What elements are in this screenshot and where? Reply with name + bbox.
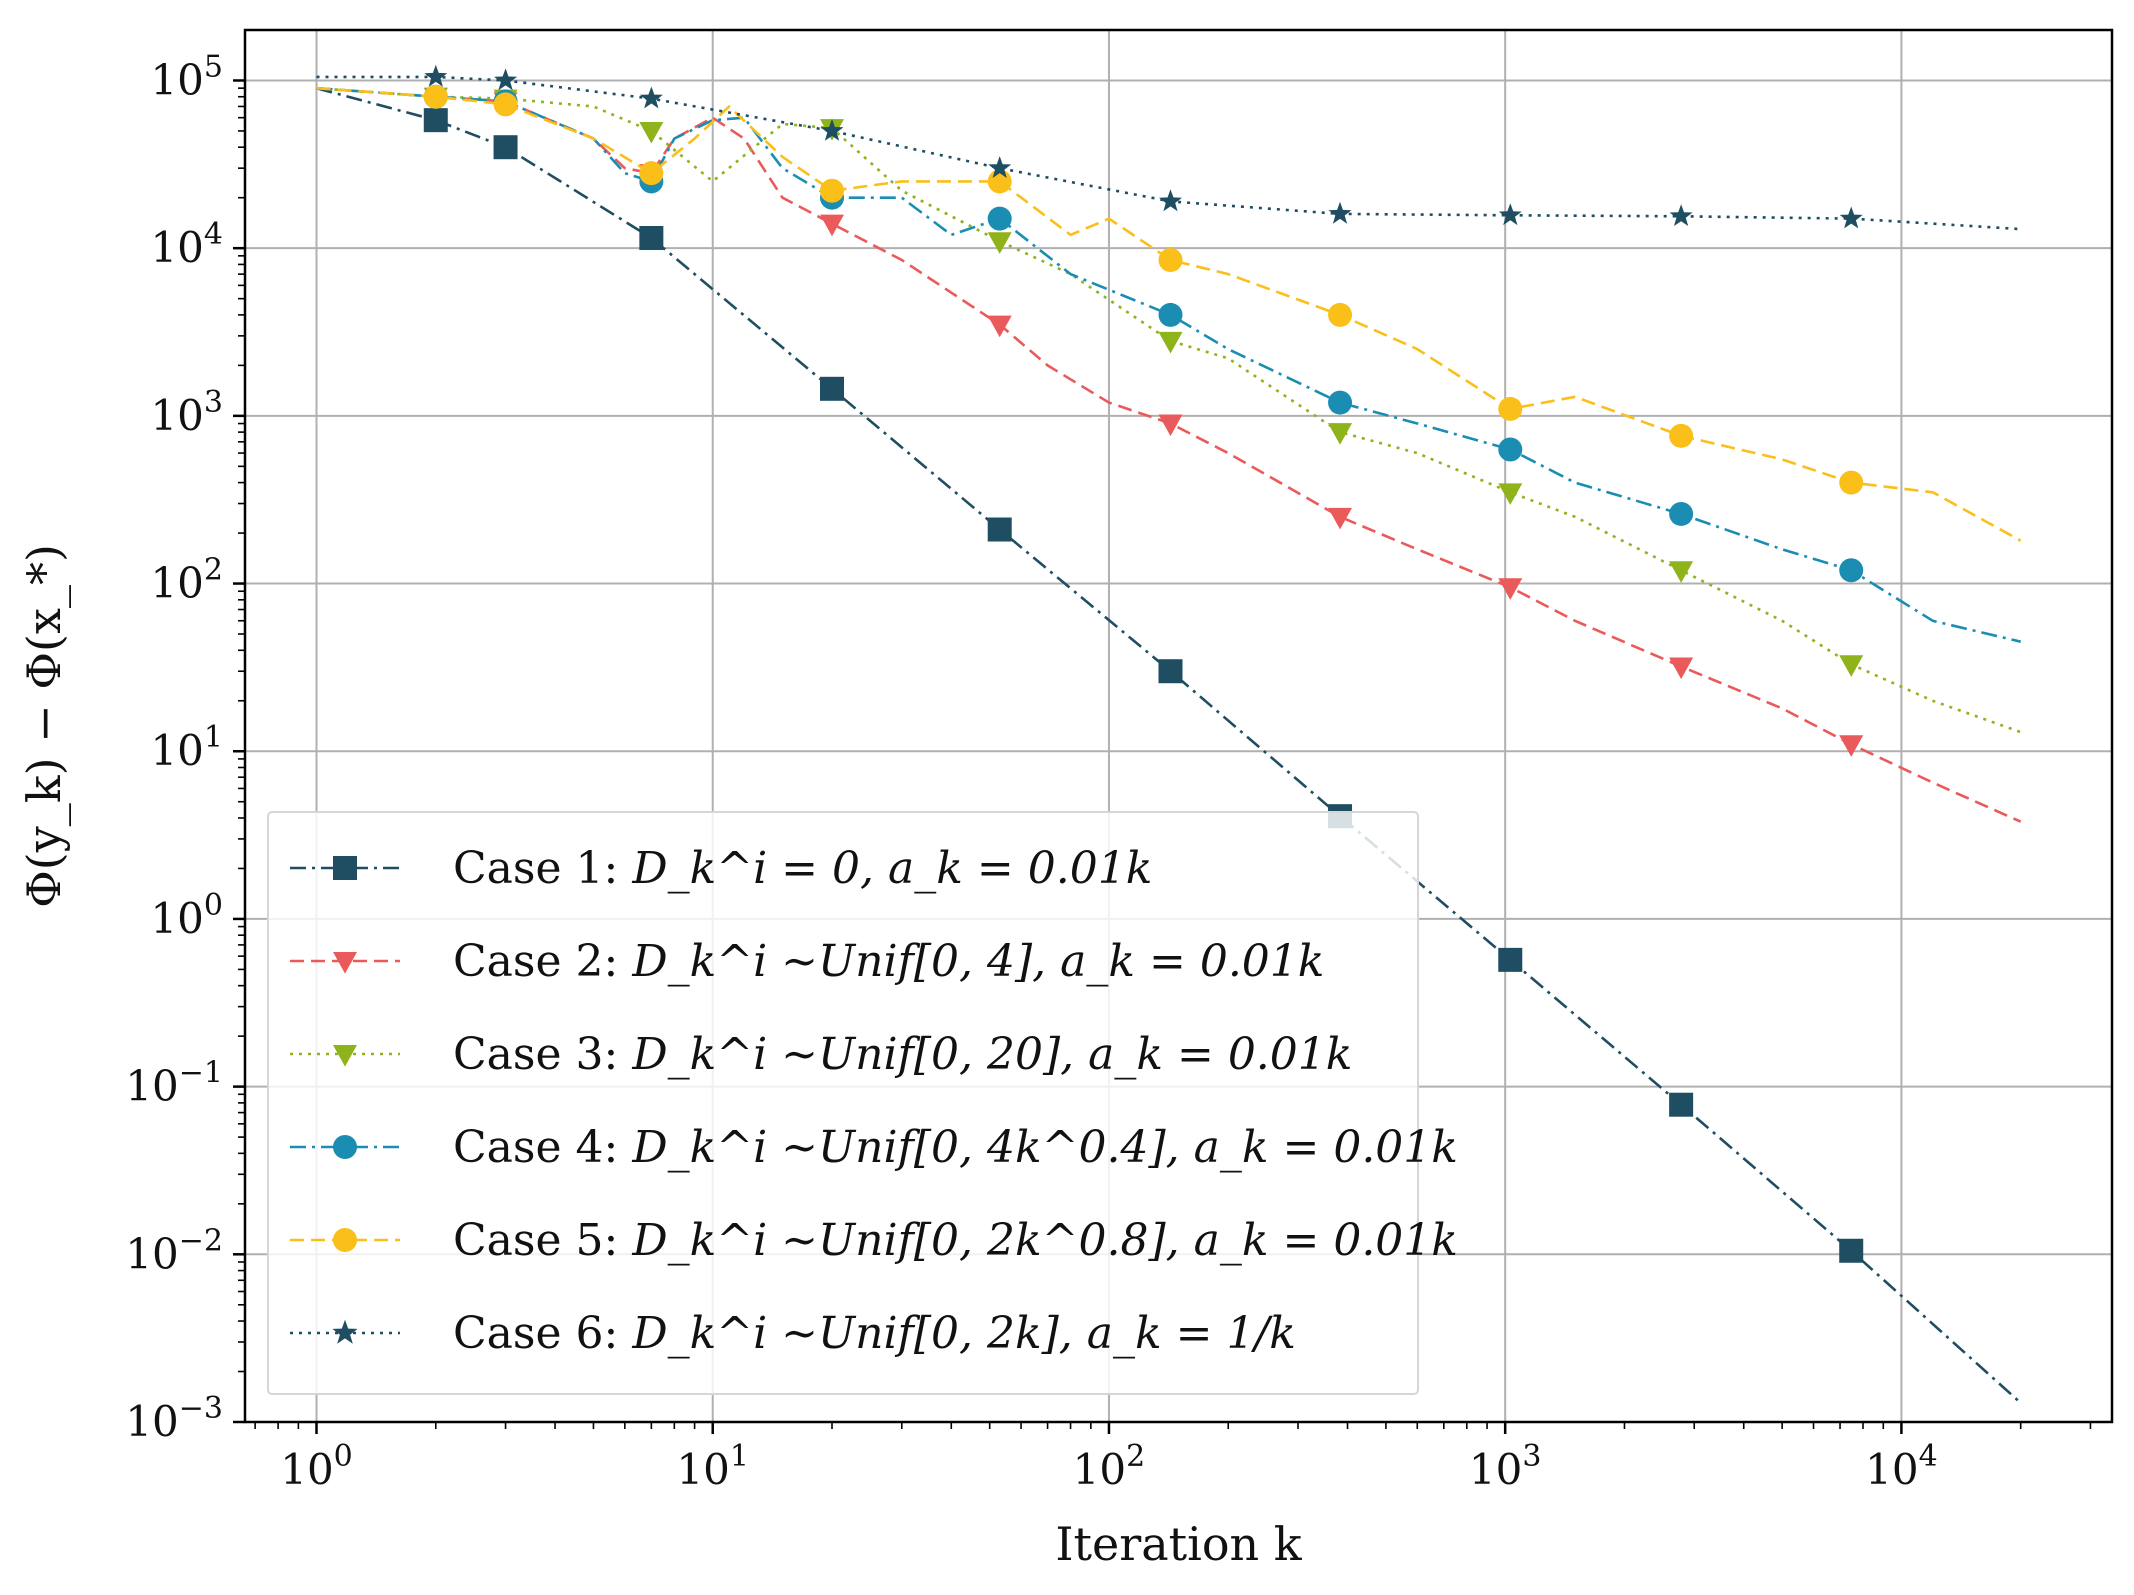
x-tick-label: 100 bbox=[280, 1439, 353, 1494]
legend-item-case-1: Case 1: D_k^i = 0, a_k = 0.01k bbox=[290, 843, 1152, 894]
x-tick-label: 104 bbox=[1865, 1439, 1938, 1494]
legend-label: Case 1: D_k^i = 0, a_k = 0.01k bbox=[453, 843, 1152, 894]
circle-marker bbox=[1158, 248, 1183, 273]
axis-ticks: 100 101 102 103 104 10−3 10−2 10−1 100 101 102 103 1… bbox=[125, 49, 2092, 1494]
star-marker bbox=[332, 1319, 358, 1344]
triangle-marker bbox=[1498, 578, 1523, 600]
circle-marker bbox=[820, 178, 845, 203]
triangle-marker bbox=[820, 214, 845, 237]
y-tick-label: 101 bbox=[150, 720, 223, 775]
triangle-marker bbox=[639, 121, 664, 144]
star-marker bbox=[1498, 203, 1522, 226]
square-marker bbox=[1158, 659, 1183, 684]
y-tick-label: 10−2 bbox=[125, 1223, 223, 1278]
x-axis-title: Iteration k bbox=[1055, 1517, 1302, 1571]
circle-marker bbox=[1669, 501, 1694, 526]
triangle-marker bbox=[1498, 483, 1523, 505]
circle-marker bbox=[333, 1228, 357, 1252]
y-tick-label: 102 bbox=[150, 553, 223, 608]
circle-marker bbox=[1328, 390, 1353, 415]
legend-label: Case 5: D_k^i ~Unif[0, 2k^0.8], a_k = 0.… bbox=[453, 1215, 1458, 1266]
triangle-marker bbox=[1328, 423, 1353, 445]
square-marker bbox=[820, 376, 845, 401]
legend-label: Case 4: D_k^i ~Unif[0, 4k^0.4], a_k = 0.… bbox=[453, 1122, 1458, 1173]
legend-item-case-3: Case 3: D_k^i ~Unif[0, 20], a_k = 0.01k bbox=[290, 1029, 1352, 1080]
circle-marker bbox=[1328, 302, 1353, 327]
triangle-marker bbox=[1669, 561, 1694, 583]
x-tick-label: 101 bbox=[676, 1439, 749, 1494]
circle-marker bbox=[333, 1135, 357, 1159]
square-marker bbox=[493, 135, 518, 160]
circle-marker bbox=[1839, 470, 1864, 495]
y-tick-label: 100 bbox=[150, 888, 223, 943]
series-line bbox=[316, 86, 2022, 823]
circle-marker bbox=[639, 161, 664, 186]
square-marker bbox=[1498, 947, 1523, 972]
series-case-5 bbox=[316, 84, 2022, 542]
triangle-marker bbox=[1158, 414, 1183, 437]
star-marker bbox=[1669, 204, 1693, 226]
legend-item-case-2: Case 2: D_k^i ~Unif[0, 4], a_k = 0.01k bbox=[290, 936, 1324, 987]
triangle-marker bbox=[1158, 331, 1183, 354]
square-marker bbox=[1669, 1092, 1694, 1117]
square-marker bbox=[1839, 1238, 1864, 1263]
y-tick-label: 104 bbox=[150, 217, 223, 272]
star-marker bbox=[820, 118, 844, 141]
legend-label: Case 6: D_k^i ~Unif[0, 2k], a_k = 1/k bbox=[453, 1308, 1296, 1359]
star-marker bbox=[494, 68, 518, 91]
star-marker bbox=[1839, 206, 1863, 229]
circle-marker bbox=[493, 92, 518, 117]
legend-label: Case 2: D_k^i ~Unif[0, 4], a_k = 0.01k bbox=[453, 936, 1324, 987]
legend: Case 1: D_k^i = 0, a_k = 0.01k Case 2: D_… bbox=[267, 811, 1458, 1395]
y-axis-title: Φ(y_k) − Φ(x_*) bbox=[17, 544, 71, 908]
series-line bbox=[316, 86, 2022, 734]
triangle-marker bbox=[1328, 507, 1353, 530]
plot-frame bbox=[243, 28, 2114, 1424]
triangle-marker bbox=[1669, 657, 1694, 680]
triangle-marker bbox=[1839, 655, 1864, 677]
star-marker bbox=[1328, 201, 1352, 224]
y-tick-label: 10−3 bbox=[125, 1391, 223, 1446]
star-marker bbox=[639, 86, 663, 109]
legend-item-case-5: Case 5: D_k^i ~Unif[0, 2k^0.8], a_k = 0.… bbox=[290, 1215, 1458, 1266]
y-tick-label: 103 bbox=[150, 385, 223, 440]
triangle-marker bbox=[1839, 735, 1864, 757]
x-tick-label: 102 bbox=[1073, 1439, 1146, 1494]
triangle-marker bbox=[333, 1045, 357, 1067]
triangle-marker bbox=[987, 232, 1012, 254]
circle-marker bbox=[423, 84, 448, 109]
series-line bbox=[316, 75, 2021, 231]
legend-item-case-6: Case 6: D_k^i ~Unif[0, 2k], a_k = 1/k bbox=[290, 1308, 1296, 1359]
y-tick-label: 10−1 bbox=[125, 1056, 223, 1111]
circle-marker bbox=[1669, 423, 1694, 448]
legend-box bbox=[267, 811, 1419, 1395]
legend-label: Case 3: D_k^i ~Unif[0, 20], a_k = 0.01k bbox=[453, 1029, 1352, 1080]
square-marker bbox=[333, 856, 357, 880]
triangle-marker bbox=[987, 315, 1012, 338]
square-marker bbox=[639, 225, 664, 250]
y-tick-label: 105 bbox=[150, 49, 223, 104]
circle-marker bbox=[1498, 396, 1523, 421]
circle-marker bbox=[1839, 558, 1864, 583]
star-marker bbox=[988, 156, 1012, 178]
circle-marker bbox=[987, 206, 1012, 231]
series-layer bbox=[316, 64, 2022, 1404]
circle-marker bbox=[1158, 302, 1183, 327]
x-tick-label: 103 bbox=[1469, 1439, 1542, 1494]
square-marker bbox=[987, 517, 1012, 542]
triangle-marker bbox=[333, 952, 357, 974]
star-marker bbox=[1159, 189, 1182, 212]
series-case-6 bbox=[316, 64, 2021, 231]
square-marker bbox=[423, 108, 448, 133]
legend-item-case-4: Case 4: D_k^i ~Unif[0, 4k^0.4], a_k = 0.… bbox=[290, 1122, 1458, 1173]
star-marker bbox=[424, 64, 448, 87]
circle-marker bbox=[1498, 437, 1523, 462]
series-line bbox=[316, 86, 2022, 1404]
